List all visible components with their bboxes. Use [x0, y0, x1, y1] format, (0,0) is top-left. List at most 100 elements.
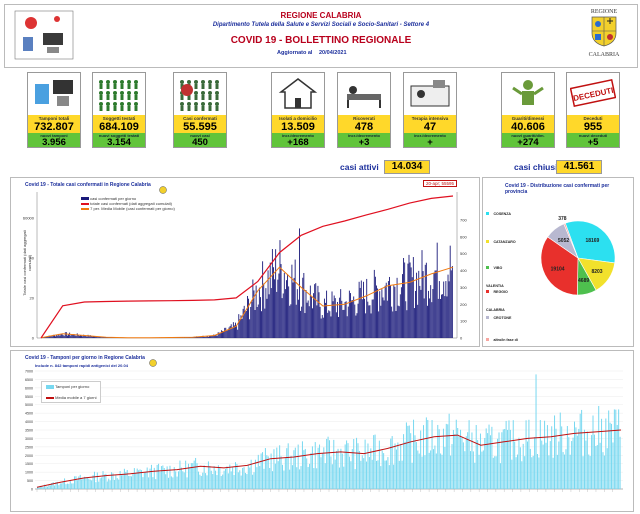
daily-cases-bar — [200, 336, 202, 338]
tests-bar — [489, 435, 491, 489]
tests-bar — [356, 437, 358, 489]
daily-cases-bar — [377, 288, 379, 338]
tests-bar — [509, 429, 511, 489]
kpi-value: 684.109 — [93, 122, 145, 133]
daily-cases-bar — [339, 297, 341, 338]
daily-cases-bar — [365, 313, 367, 338]
daily-cases-bar — [313, 293, 315, 338]
tests-bar — [472, 451, 474, 489]
tests-bar — [323, 447, 325, 489]
province-panel: Covid 19 - Distribuzione casi confermati… — [482, 177, 634, 396]
tests-bar — [199, 474, 201, 489]
tests-bar — [135, 473, 137, 489]
tests-bar — [494, 456, 496, 489]
tests-bar — [212, 474, 214, 489]
tests-bar — [310, 452, 312, 489]
tests-bar — [488, 424, 490, 489]
tests-bar — [388, 465, 390, 489]
y-left-tick-label: 0 — [32, 336, 35, 341]
tests-bar — [347, 443, 349, 489]
daily-cases-bar — [271, 249, 273, 338]
tests-bar — [153, 467, 155, 489]
tests-bar — [578, 428, 580, 489]
tests-bar — [385, 460, 387, 489]
daily-cases-bar — [344, 302, 346, 338]
tests-bar — [316, 468, 318, 489]
daily-cases-bar — [84, 335, 86, 338]
tests-bar — [619, 436, 621, 489]
tests-bar — [74, 476, 76, 489]
daily-cases-bar — [268, 294, 270, 338]
daily-cases-bar — [417, 304, 419, 338]
daily-cases-bar — [267, 270, 269, 338]
daily-cases-bar — [46, 336, 48, 338]
tests-bar — [242, 467, 244, 489]
tests-bar — [230, 471, 232, 489]
daily-cases-bar — [329, 311, 331, 338]
tests-bar — [69, 480, 71, 489]
tests-bar — [395, 449, 397, 489]
tests-bar — [367, 443, 369, 489]
daily-cases-bar — [287, 274, 289, 338]
tests-bar — [61, 483, 63, 489]
daily-cases-bar — [432, 289, 434, 338]
tests-bar — [277, 461, 279, 489]
tests-bar — [579, 413, 581, 489]
tests-bar — [294, 447, 296, 489]
tests-bar — [192, 463, 194, 489]
tests-bar — [461, 437, 463, 489]
pie-slice-label: 4689 — [578, 278, 589, 284]
legend-cumulative: totale casi confermati (dati aggregati c… — [90, 201, 172, 206]
tests-bar — [51, 482, 53, 489]
tests-bar — [262, 452, 264, 489]
daily-cases-bar — [203, 336, 205, 338]
kpi-label: Tamponi totali — [28, 115, 80, 122]
tests-bar — [253, 472, 255, 489]
tests-bar — [539, 420, 541, 489]
y-tick-label: 6000 — [25, 386, 33, 390]
tests-bar — [254, 459, 256, 489]
tests-bar — [225, 468, 227, 489]
daily-cases-bar — [449, 245, 451, 338]
daily-cases-bar — [81, 335, 83, 338]
tests-bar — [358, 451, 360, 489]
daily-cases-bar — [330, 316, 332, 338]
tests-bar — [343, 466, 345, 489]
daily-cases-bar — [227, 329, 229, 338]
tests-bar — [333, 439, 335, 489]
province-name: COSENZA — [493, 212, 512, 216]
daily-cases-bar — [366, 278, 368, 338]
tests-bar — [585, 440, 587, 489]
tests-bar — [213, 466, 215, 489]
tests-bar — [175, 471, 177, 489]
province-name: REGGIO CALABRIA — [486, 290, 508, 312]
daily-cases-bar — [436, 242, 438, 338]
tests-bar — [58, 485, 60, 489]
daily-cases-bar — [77, 335, 79, 338]
active-cases-label: casi attivi — [340, 162, 379, 172]
tests-bar — [552, 457, 554, 489]
tests-bar — [300, 466, 302, 489]
lab-illustration — [13, 9, 75, 63]
tests-bar — [548, 455, 550, 489]
daily-cases-bar — [346, 316, 348, 338]
tests-bar — [257, 454, 259, 489]
daily-cases-bar — [91, 336, 93, 338]
tests-bar — [145, 472, 147, 489]
tests-bar — [336, 450, 338, 489]
daily-cases-bar — [211, 335, 213, 338]
tests-bar — [615, 409, 617, 489]
daily-cases-bar — [422, 271, 424, 338]
legend-swatch-moving-avg — [81, 207, 89, 210]
daily-cases-bar — [199, 336, 201, 338]
daily-cases-bar — [348, 290, 350, 338]
tests-bar — [605, 418, 607, 489]
legend-swatch — [486, 212, 489, 215]
tests-bar — [508, 420, 510, 489]
tests-bar — [435, 453, 437, 489]
daily-cases-bar — [408, 254, 410, 338]
kpi-sub-label: nuovi guariti/dim. — [502, 133, 554, 138]
daily-cases-bar — [101, 337, 103, 338]
logo-text-bottom: CALABRIA — [588, 52, 620, 58]
daily-cases-bar — [209, 335, 210, 338]
